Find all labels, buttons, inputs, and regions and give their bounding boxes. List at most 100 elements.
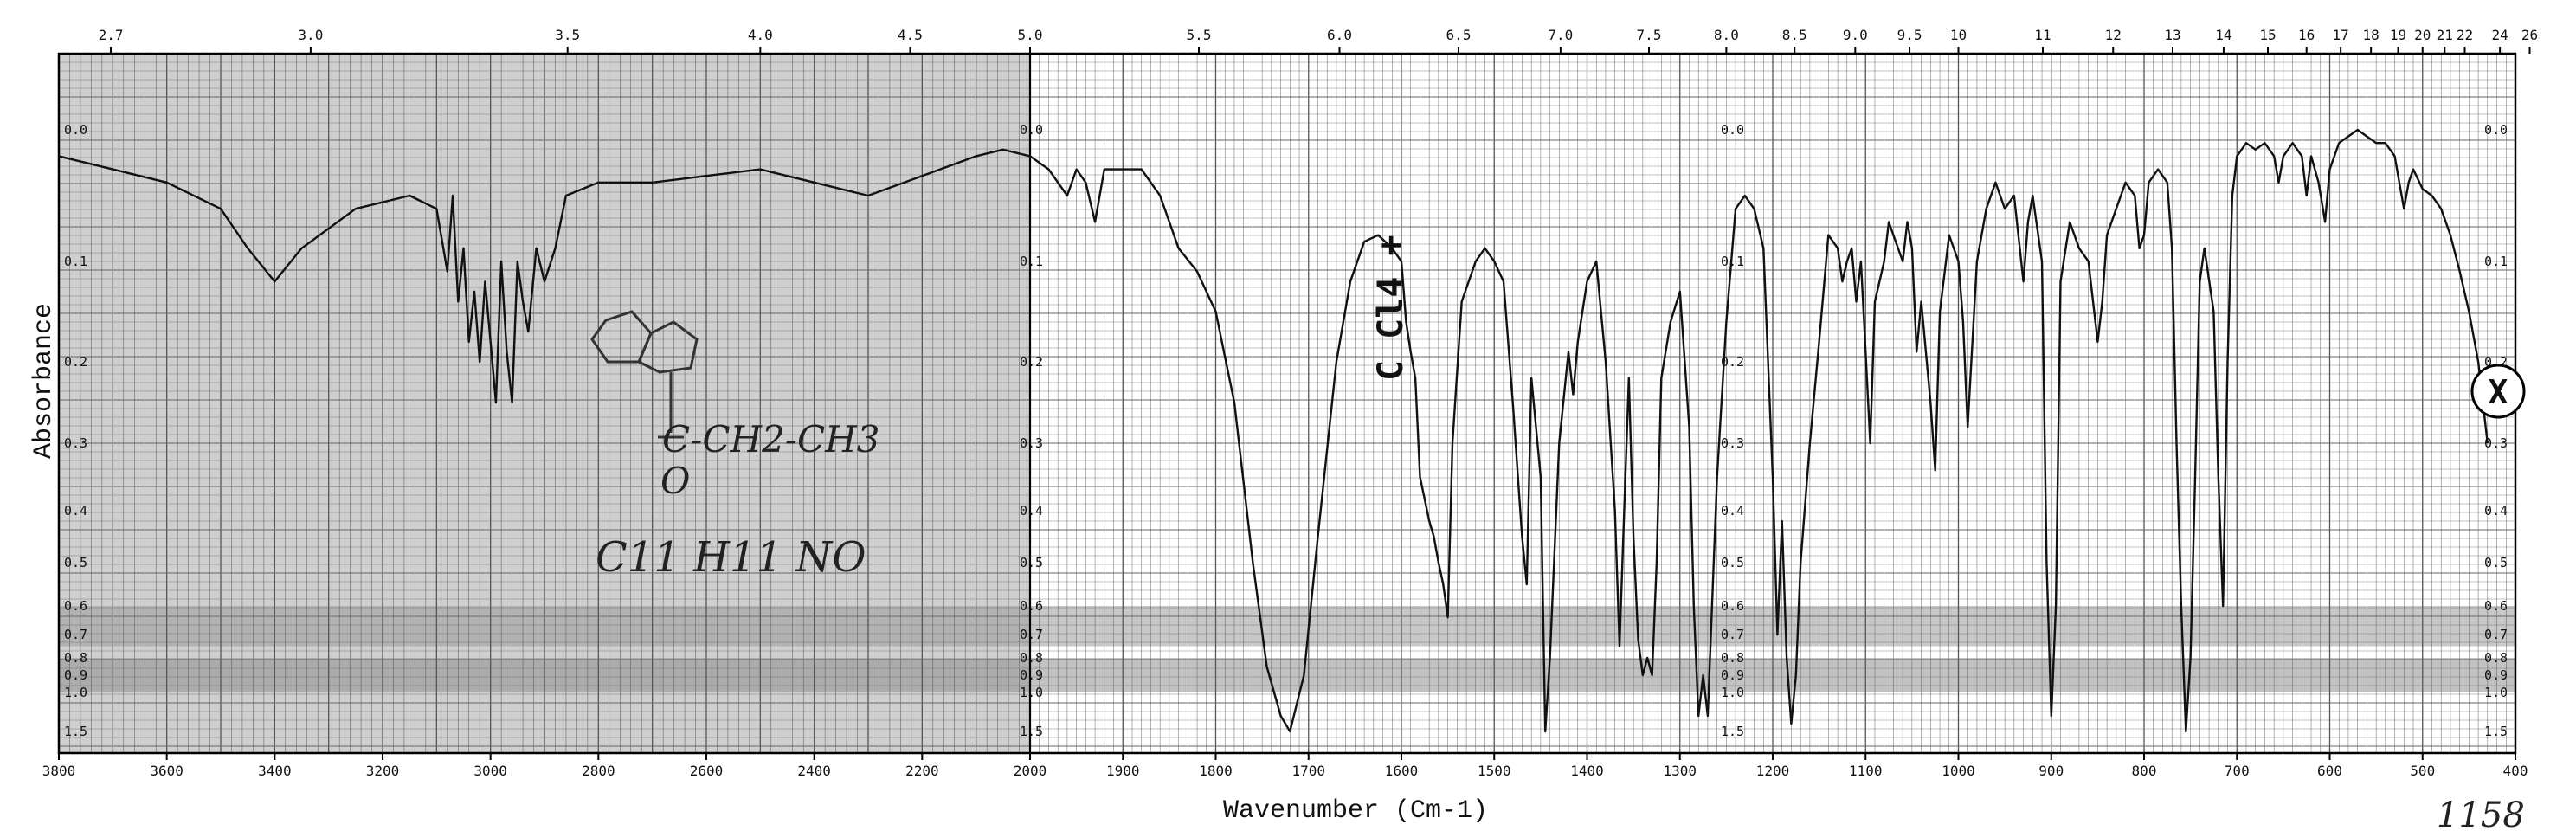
x-tick-label: 3400 xyxy=(258,763,292,779)
molecular-formula: C11 H11 NO xyxy=(596,533,866,582)
y-tick-label: 0.5 xyxy=(64,555,87,570)
spectrum-line xyxy=(58,128,2489,733)
top-tick-label: 7.0 xyxy=(1548,27,1573,43)
top-tick-label: 8.0 xyxy=(1714,27,1739,43)
y-tick-label: 1.5 xyxy=(2484,724,2508,739)
top-tick-label: 4.0 xyxy=(748,27,773,43)
top-tick-label: 3.5 xyxy=(555,27,580,43)
x-tick-label: 3800 xyxy=(42,763,76,779)
y-tick-label: 0.3 xyxy=(1721,435,1744,451)
top-tick-label: 20 xyxy=(2414,27,2431,43)
top-tick-label: 8.5 xyxy=(1782,27,1807,43)
structure-oxygen-label: O xyxy=(660,460,690,502)
stamp-badge xyxy=(2470,364,2526,419)
top-tick-label: 18 xyxy=(2363,27,2380,43)
y-tick-label: 0.4 xyxy=(64,503,87,519)
bottom-wavenumber-ticks: 3800 3600 3400 3200 3000 2800 2600 2400 2200 2000… xyxy=(42,753,2528,779)
y-tick-label: 0.2 xyxy=(1721,354,1744,370)
y-tick-label: 0.4 xyxy=(2484,503,2508,519)
y-tick-label: 0.6 xyxy=(64,598,87,614)
x-tick-label: 1100 xyxy=(1849,763,1883,779)
y-tick-label: 0.8 xyxy=(64,650,87,666)
x-tick-label: 400 xyxy=(2503,763,2528,779)
x-tick-label: 1800 xyxy=(1199,763,1233,779)
x-tick-label: 2000 xyxy=(1014,763,1047,779)
y-tick-label: 0.1 xyxy=(1020,254,1043,269)
x-tick-label: 1300 xyxy=(1663,763,1697,779)
y-tick-label: 0.1 xyxy=(64,254,87,269)
x-tick-label: 800 xyxy=(2132,763,2157,779)
y-tick-label: 1.0 xyxy=(64,685,87,700)
solvent-note: C Cl4 + xyxy=(1371,235,1411,381)
y-tick-label: 0.4 xyxy=(1020,503,1043,519)
y-tick-label: 0.1 xyxy=(1721,254,1744,269)
y-tick-label: 0.4 xyxy=(1721,503,1744,519)
top-tick-label: 2.7 xyxy=(99,27,124,43)
top-tick-label: 3.0 xyxy=(298,27,323,43)
y-tick-label: 0.3 xyxy=(2484,435,2508,451)
x-tick-label: 1400 xyxy=(1570,763,1604,779)
y-tick-label: 0.0 xyxy=(2484,122,2508,138)
y-tick-label: 0.6 xyxy=(2484,598,2508,614)
top-tick-label: 10 xyxy=(1950,27,1967,43)
y-tick-label: 1.0 xyxy=(1721,685,1744,700)
y-tick-label: 0.7 xyxy=(1721,627,1744,642)
y-tick-label: 0.0 xyxy=(1721,122,1744,138)
x-tick-label: 1700 xyxy=(1291,763,1325,779)
grid-lines xyxy=(58,54,2516,753)
top-tick-label: 11 xyxy=(2034,27,2051,43)
y-tick-label: 0.6 xyxy=(1721,598,1744,614)
y-tick-label: 0.1 xyxy=(2484,254,2508,269)
top-tick-label: 15 xyxy=(2259,27,2276,43)
y-tick-label: 0.9 xyxy=(1020,667,1043,683)
top-tick-label: 5.0 xyxy=(1018,27,1043,43)
y-tick-label: 0.7 xyxy=(1020,627,1043,642)
stamp-label: X xyxy=(2489,373,2508,411)
x-tick-label: 1900 xyxy=(1106,763,1140,779)
x-tick-label: 900 xyxy=(2038,763,2064,779)
x-tick-label: 3600 xyxy=(150,763,184,779)
y-tick-label: 0.7 xyxy=(64,627,87,642)
dark-band xyxy=(59,606,2515,647)
dark-band xyxy=(59,658,2515,692)
top-tick-label: 9.0 xyxy=(1843,27,1868,43)
x-tick-label: 2400 xyxy=(797,763,831,779)
y-tick-label: 0.5 xyxy=(1721,555,1744,570)
x-tick-label: 1200 xyxy=(1756,763,1790,779)
x-tick-label: 500 xyxy=(2410,763,2435,779)
x-tick-label: 1500 xyxy=(1478,763,1511,779)
y-tick-label: 0.9 xyxy=(64,667,87,683)
y-tick-label: 0.2 xyxy=(64,354,87,370)
top-tick-label: 14 xyxy=(2215,27,2231,43)
absorbance-ticks: 0.0 0.0 0.0 0.00.1 0.1 0.1 0.10.2 0.2 0.2 0.20.3 0… xyxy=(64,122,2508,739)
y-tick-label: 0.3 xyxy=(1020,435,1043,451)
y-tick-label: 0.7 xyxy=(2484,627,2508,642)
y-tick-label: 0.3 xyxy=(64,435,87,451)
top-tick-label: 13 xyxy=(2164,27,2180,43)
y-tick-label: 1.5 xyxy=(1721,724,1744,739)
top-tick-label: 24 xyxy=(2491,27,2508,43)
y-tick-label: 0.8 xyxy=(2484,650,2508,666)
top-tick-label: 16 xyxy=(2298,27,2315,43)
y-axis-title: Absorbance xyxy=(29,303,59,459)
y-tick-label: 0.2 xyxy=(1020,354,1043,370)
x-tick-label: 1000 xyxy=(1942,763,1975,779)
top-tick-label: 19 xyxy=(2390,27,2406,43)
y-tick-label: 0.9 xyxy=(1721,667,1744,683)
top-wavelength-ticks: 2.7 3.0 3.5 4.0 4.5 5.0 5.5 6.0 6.5 7.0 7.5 8.0 8.5 9… xyxy=(99,27,2538,54)
top-tick-label: 12 xyxy=(2105,27,2122,43)
top-tick-label: 7.5 xyxy=(1637,27,1662,43)
top-tick-label: 26 xyxy=(2521,27,2538,43)
top-tick-label: 17 xyxy=(2332,27,2348,43)
top-tick-label: 6.5 xyxy=(1446,27,1472,43)
top-tick-label: 21 xyxy=(2437,27,2453,43)
y-tick-label: 0.6 xyxy=(1020,598,1043,614)
top-tick-label: 4.5 xyxy=(898,27,923,43)
y-tick-label: 1.0 xyxy=(2484,685,2508,700)
x-tick-label: 3200 xyxy=(366,763,400,779)
top-tick-label: 9.5 xyxy=(1897,27,1922,43)
y-tick-label: 0.8 xyxy=(1721,650,1744,666)
corner-note: 1158 xyxy=(2437,796,2525,831)
x-tick-label: 600 xyxy=(2317,763,2342,779)
